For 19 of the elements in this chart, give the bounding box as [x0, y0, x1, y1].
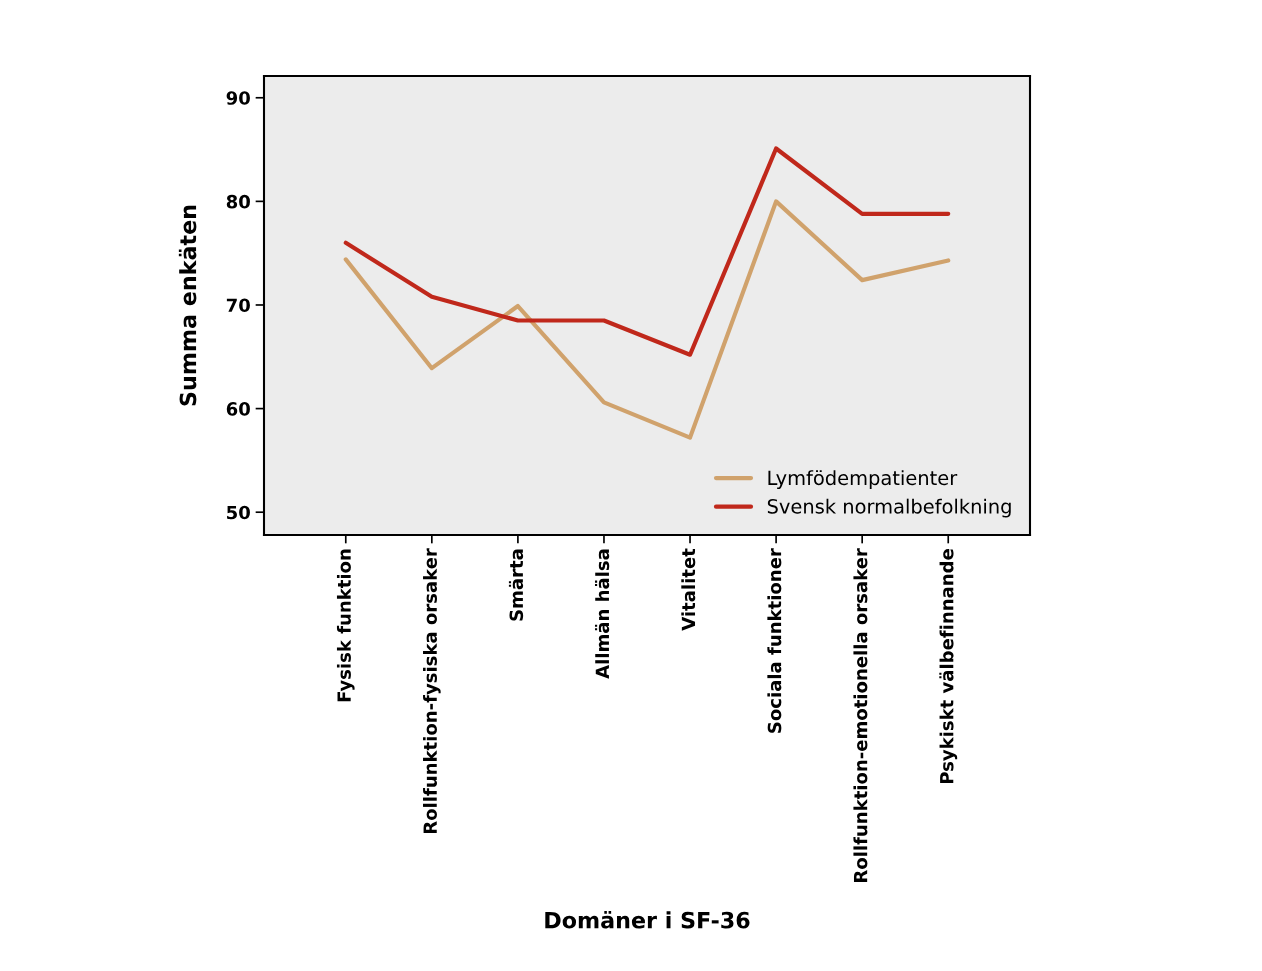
y-tick-label: 70 — [226, 298, 250, 313]
x-tick-label: Sociala funktioner — [767, 548, 782, 733]
x-tick-label: Rollfunktion-fysiska orsaker — [423, 548, 441, 834]
x-tick-label: Fysisk funktion — [336, 549, 355, 702]
x-tick-label: Smärta — [508, 549, 524, 621]
y-tick-label: 60 — [226, 402, 250, 416]
x-tick-label: Allmän hälsa — [594, 549, 610, 679]
x-tick-label: Psykiskt välbefinnande — [939, 549, 958, 784]
y-tick-label: 80 — [226, 194, 250, 209]
x-tick-label: Vitalitet — [681, 548, 696, 631]
line-series — [343, 146, 951, 357]
legend-label: Lymfödempatienter — [768, 470, 958, 489]
y-axis-title: Summa enkäten — [178, 205, 197, 406]
legend-label: Svensk normalbefolkning — [767, 498, 1011, 518]
x-axis-title: Domäner i SF-36 — [545, 911, 750, 929]
x-tick-label: Rollfunktion-emotionella orsaker — [853, 548, 868, 882]
y-tick-label: 50 — [227, 505, 250, 520]
line-series — [343, 199, 951, 440]
y-tick-label: 90 — [226, 91, 250, 105]
